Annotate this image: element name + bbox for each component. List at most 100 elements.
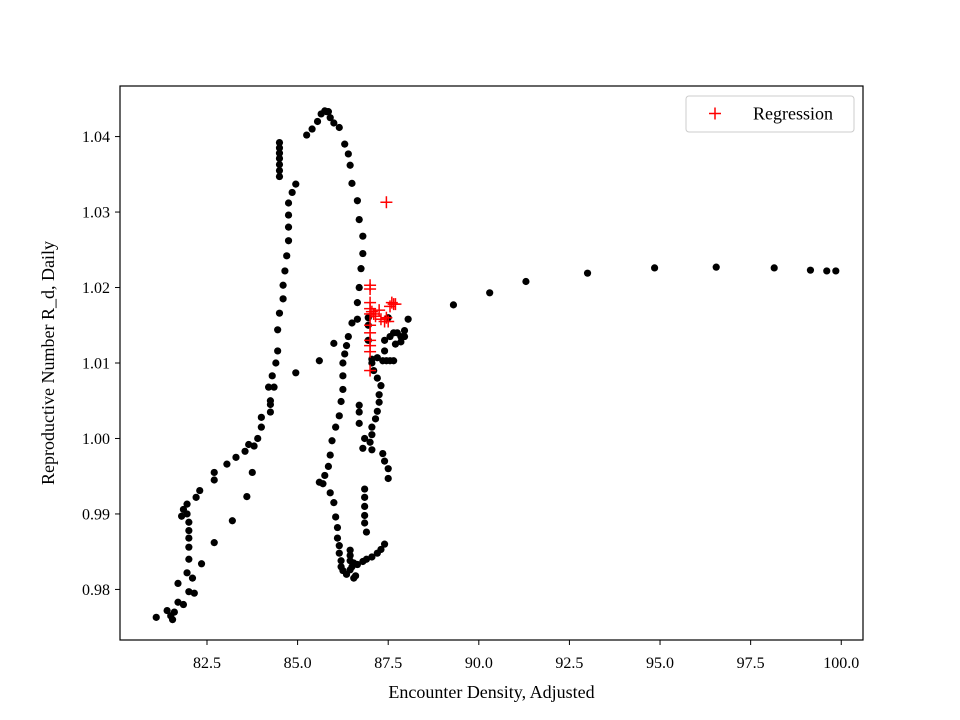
data-point [266, 397, 275, 405]
data-point [279, 281, 287, 289]
regression-point [380, 196, 393, 209]
data-point [377, 382, 385, 390]
data-point [341, 140, 349, 148]
data-point [384, 465, 392, 473]
data-point [337, 397, 345, 406]
x-tick-label: 87.5 [374, 655, 402, 672]
data-point [324, 108, 333, 116]
data-point [248, 468, 256, 477]
data-point [275, 172, 284, 181]
data-point [380, 347, 389, 355]
data-point [232, 453, 240, 461]
data-point [266, 408, 275, 416]
regression-point [373, 304, 386, 317]
data-point [330, 119, 338, 127]
data-point [283, 252, 291, 260]
x-tick-label: 100.0 [823, 655, 859, 672]
data-point [404, 315, 412, 323]
data-point [326, 114, 334, 122]
data-point [400, 326, 409, 335]
data-point [210, 539, 218, 547]
data-point [185, 518, 193, 526]
data-point [359, 444, 367, 452]
data-point [174, 579, 182, 587]
x-axis-ticks: 82.5 85.0 87.5 90.0 92.5 95.0 97.5 100.0 [193, 640, 859, 672]
data-point [368, 553, 376, 561]
data-point [355, 401, 363, 409]
data-point [583, 269, 592, 277]
data-point [384, 474, 392, 483]
data-point [163, 606, 171, 615]
data-point [806, 266, 815, 274]
data-point [366, 438, 374, 446]
data-point [368, 431, 376, 439]
y-axis-label: Reproductive Number R_d, Daily [38, 241, 58, 485]
data-point [368, 423, 376, 431]
regression-point [364, 345, 377, 358]
data-point [341, 350, 349, 358]
data-point [185, 588, 193, 596]
data-point [335, 412, 343, 420]
data-point [243, 492, 251, 501]
data-point [168, 616, 177, 624]
data-point [355, 283, 363, 292]
data-point [712, 263, 720, 271]
data-point [284, 211, 293, 219]
data-point [355, 408, 363, 416]
data-point [359, 249, 367, 258]
data-point [346, 161, 354, 169]
data-point [275, 166, 284, 175]
data-point [339, 359, 347, 367]
data-point [268, 372, 276, 380]
data-point [274, 326, 282, 334]
y-tick-label: 1.00 [82, 431, 110, 448]
data-point [339, 372, 347, 380]
data-point [152, 613, 160, 621]
legend: Regression [685, 95, 855, 133]
data-point [380, 457, 389, 465]
y-tick-label: 0.99 [82, 506, 110, 523]
data-point [353, 315, 361, 323]
data-point [353, 560, 361, 569]
data-point [391, 340, 400, 348]
data-point [275, 149, 284, 157]
y-tick-label: 1.03 [82, 205, 110, 222]
regression-point [369, 310, 382, 323]
y-tick-label: 1.04 [82, 129, 110, 146]
data-point [335, 549, 343, 557]
y-axis-ticks: 0.98 0.99 1.00 1.01 1.02 1.03 1.04 [82, 129, 120, 599]
data-point [337, 557, 345, 565]
data-point [188, 574, 197, 582]
data-point [274, 347, 282, 355]
data-point [362, 528, 371, 536]
data-point [379, 449, 387, 458]
data-point [326, 489, 334, 497]
data-points [152, 107, 840, 624]
data-point [183, 569, 191, 577]
data-point [346, 546, 354, 554]
legend-box [685, 95, 855, 133]
data-point [250, 442, 258, 450]
data-point [228, 517, 236, 525]
data-point [380, 540, 389, 548]
x-tick-label: 95.0 [646, 655, 674, 672]
data-point [183, 500, 191, 508]
regression-point [389, 298, 402, 311]
data-point [275, 160, 284, 169]
data-point [185, 543, 193, 551]
data-point [281, 267, 289, 275]
regression-point [382, 315, 395, 328]
data-point [375, 391, 383, 399]
data-point [357, 265, 365, 273]
data-point [308, 125, 316, 133]
data-point [313, 117, 322, 126]
data-point [333, 523, 342, 532]
data-point [344, 332, 352, 341]
data-point [362, 555, 371, 563]
data-point [192, 493, 200, 501]
data-point [190, 589, 198, 597]
regression-point [364, 364, 377, 377]
legend-label-regression: Regression [753, 104, 833, 124]
x-tick-label: 92.5 [555, 655, 583, 672]
data-point [254, 434, 262, 443]
